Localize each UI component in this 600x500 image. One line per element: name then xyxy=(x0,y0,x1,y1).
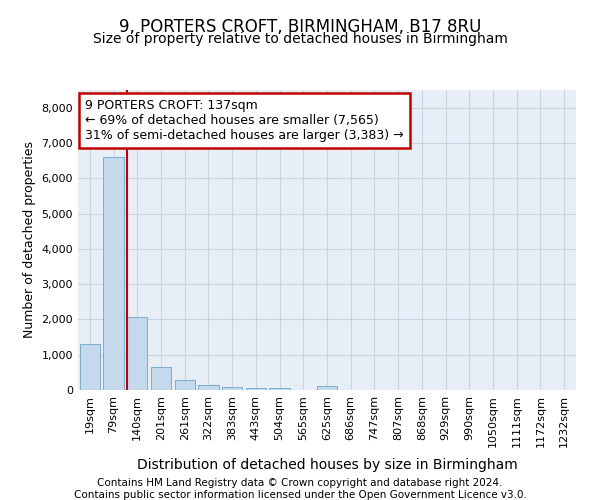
Text: 9, PORTERS CROFT, BIRMINGHAM, B17 8RU: 9, PORTERS CROFT, BIRMINGHAM, B17 8RU xyxy=(119,18,481,36)
Bar xyxy=(127,316,148,390)
Bar xyxy=(80,344,100,390)
Bar xyxy=(269,388,290,390)
Bar xyxy=(199,385,218,390)
Text: 9 PORTERS CROFT: 137sqm
← 69% of detached houses are smaller (7,565)
31% of semi: 9 PORTERS CROFT: 137sqm ← 69% of detache… xyxy=(85,99,404,142)
Y-axis label: Number of detached properties: Number of detached properties xyxy=(23,142,36,338)
Bar xyxy=(317,386,337,390)
Bar xyxy=(151,366,171,390)
Bar xyxy=(222,386,242,390)
Bar xyxy=(103,158,124,390)
X-axis label: Distribution of detached houses by size in Birmingham: Distribution of detached houses by size … xyxy=(137,458,517,472)
Text: Contains public sector information licensed under the Open Government Licence v3: Contains public sector information licen… xyxy=(74,490,526,500)
Bar xyxy=(246,388,266,390)
Bar xyxy=(175,380,195,390)
Text: Contains HM Land Registry data © Crown copyright and database right 2024.: Contains HM Land Registry data © Crown c… xyxy=(97,478,503,488)
Text: Size of property relative to detached houses in Birmingham: Size of property relative to detached ho… xyxy=(92,32,508,46)
